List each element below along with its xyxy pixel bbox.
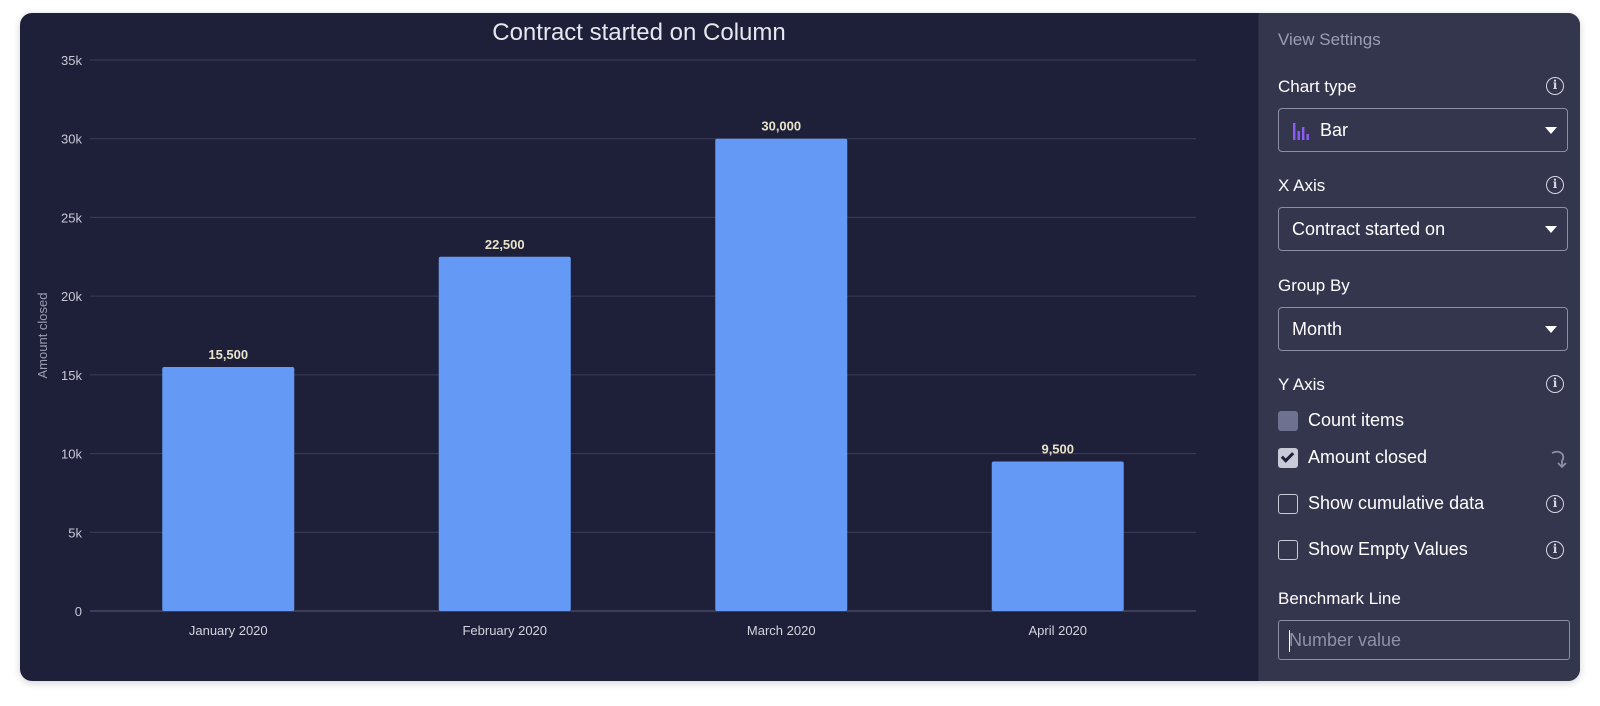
y-tick-label: 35k xyxy=(61,53,82,68)
x-axis-value: Contract started on xyxy=(1292,219,1446,239)
show-empty-checkbox[interactable] xyxy=(1278,540,1298,560)
y-tick-label: 5k xyxy=(68,525,82,540)
y-tick-label: 30k xyxy=(61,132,82,147)
y-tick-label: 10k xyxy=(61,447,82,462)
y-tick-label: 15k xyxy=(61,368,82,383)
x-tick-label: March 2020 xyxy=(747,623,816,638)
count-items-checkbox[interactable] xyxy=(1278,411,1298,431)
info-icon[interactable]: i xyxy=(1546,375,1564,393)
chevron-down-icon xyxy=(1545,326,1557,333)
benchmark-label: Benchmark Line xyxy=(1278,589,1401,608)
info-icon[interactable]: i xyxy=(1546,495,1564,513)
bar xyxy=(715,138,848,611)
view-settings-panel: View Settings Chart type i Bar X Axis i … xyxy=(1258,13,1580,681)
info-icon[interactable]: i xyxy=(1546,77,1564,95)
redo-arrow-icon[interactable] xyxy=(1548,447,1568,469)
amount-closed-checkbox[interactable] xyxy=(1278,448,1298,468)
group-by-value: Month xyxy=(1292,319,1343,339)
x-tick-label: January 2020 xyxy=(189,623,268,638)
bar-chart-icon xyxy=(1293,123,1309,140)
data-label: 22,500 xyxy=(485,237,525,252)
x-axis-dropdown[interactable]: Contract started on xyxy=(1278,207,1568,251)
show-empty-option[interactable]: Show Empty Values xyxy=(1278,539,1568,563)
x-tick-label: February 2020 xyxy=(462,623,547,638)
bar xyxy=(991,461,1124,611)
bar xyxy=(162,366,295,611)
x-axis-label: X Axis xyxy=(1278,176,1326,195)
chart-view-window: 0 5k 10k 15k 20k 25k 30k 35k Amount closed 15,500… xyxy=(20,13,1580,681)
group-by-label: Group By xyxy=(1278,276,1350,295)
bar xyxy=(438,256,571,611)
text-cursor xyxy=(1289,630,1290,652)
show-cumulative-label: Show cumulative data xyxy=(1308,493,1485,513)
info-icon[interactable]: i xyxy=(1546,541,1564,559)
count-items-label: Count items xyxy=(1308,410,1405,430)
data-label: 15,500 xyxy=(208,347,248,362)
y-tick-label: 25k xyxy=(61,210,82,225)
chart-title: Contract started on Column xyxy=(492,19,786,46)
chart-type-dropdown[interactable]: Bar xyxy=(1278,108,1568,152)
y-axis-label: Y Axis xyxy=(1278,375,1325,394)
chevron-down-icon xyxy=(1545,127,1557,134)
chart-type-value: Bar xyxy=(1320,120,1349,140)
data-label: 30,000 xyxy=(761,119,801,134)
chevron-down-icon xyxy=(1545,226,1557,233)
bar-chart: 0 5k 10k 15k 20k 25k 30k 35k Amount closed 15,500… xyxy=(35,53,1196,638)
data-label: 9,500 xyxy=(1041,441,1074,456)
y-tick-label: 0 xyxy=(75,604,82,619)
y-axis-label: Amount closed xyxy=(35,293,50,379)
amount-closed-label: Amount closed xyxy=(1308,447,1428,467)
show-cumulative-checkbox[interactable] xyxy=(1278,494,1298,514)
amount-closed-option[interactable]: Amount closed xyxy=(1278,447,1568,471)
x-tick-label: April 2020 xyxy=(1028,623,1087,638)
info-icon[interactable]: i xyxy=(1546,176,1564,194)
chart-area: 0 5k 10k 15k 20k 25k 30k 35k Amount closed 15,500… xyxy=(20,13,1258,681)
show-empty-label: Show Empty Values xyxy=(1308,539,1468,559)
chart-type-label: Chart type xyxy=(1278,77,1357,96)
y-tick-label: 20k xyxy=(61,289,82,304)
show-cumulative-option[interactable]: Show cumulative data xyxy=(1278,493,1568,517)
count-items-option[interactable]: Count items xyxy=(1278,410,1568,434)
check-icon xyxy=(1280,449,1295,463)
panel-title: View Settings xyxy=(1278,30,1381,49)
group-by-dropdown[interactable]: Month xyxy=(1278,307,1568,351)
benchmark-input[interactable] xyxy=(1278,620,1570,660)
